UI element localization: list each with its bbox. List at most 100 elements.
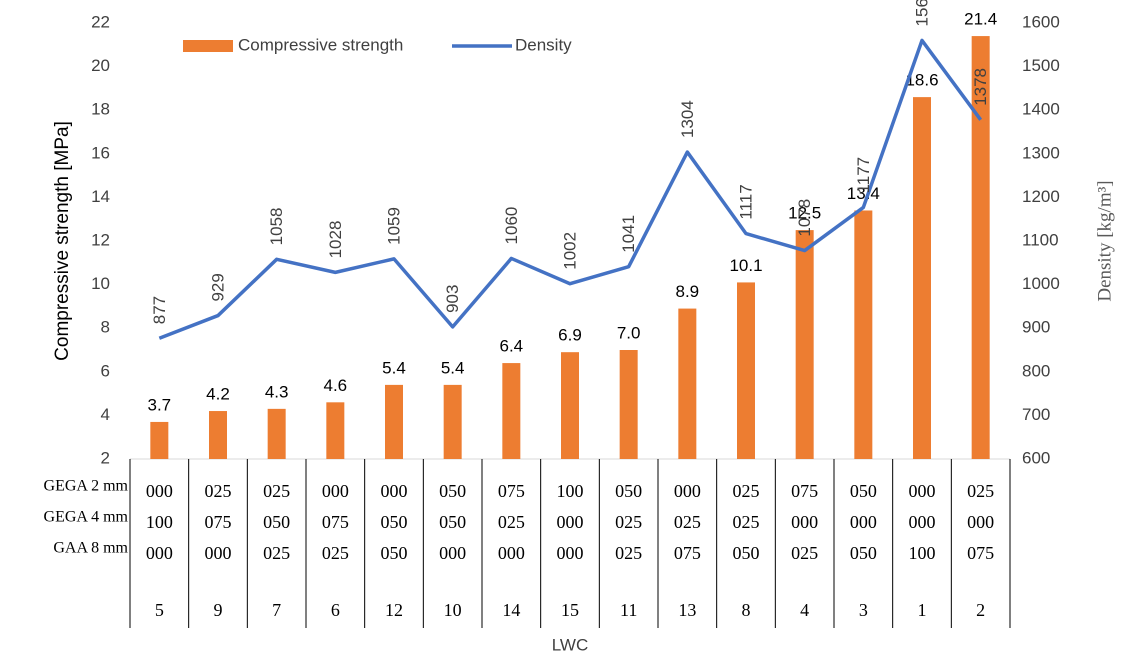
table-cell: 025 bbox=[733, 481, 760, 501]
table-cell: 000 bbox=[674, 481, 701, 501]
bar bbox=[561, 352, 579, 459]
table-cell: 025 bbox=[615, 512, 642, 532]
table-cell: 050 bbox=[439, 512, 466, 532]
y-tick-label: 14 bbox=[91, 187, 110, 206]
bar bbox=[795, 230, 814, 459]
x-tick-label: 15 bbox=[561, 600, 579, 620]
table-cell: 025 bbox=[498, 512, 525, 532]
bar-value-label: 4.2 bbox=[206, 385, 230, 404]
bar bbox=[209, 411, 227, 459]
line-value-label: 1028 bbox=[326, 221, 345, 259]
x-tick-label: 9 bbox=[214, 600, 223, 620]
table-cell: 000 bbox=[322, 481, 349, 501]
y2-tick-label: 700 bbox=[1022, 405, 1050, 424]
bar bbox=[385, 384, 403, 459]
bar-value-label: 3.7 bbox=[148, 395, 172, 414]
table-cell: 075 bbox=[322, 512, 349, 532]
y2-tick-label: 1100 bbox=[1022, 230, 1059, 249]
row-label: GEGA 2 mm bbox=[44, 478, 129, 495]
x-tick-label: 6 bbox=[331, 600, 340, 620]
y-tick-label: 22 bbox=[91, 12, 110, 31]
bar bbox=[854, 210, 873, 459]
line-value-label: 1059 bbox=[384, 207, 403, 245]
bar bbox=[678, 308, 697, 459]
table-cell: 050 bbox=[263, 512, 290, 532]
legend-swatch bbox=[183, 40, 233, 52]
bar-value-label: 18.6 bbox=[905, 71, 938, 90]
line-value-label: 1078 bbox=[795, 199, 814, 237]
bar-value-label: 4.3 bbox=[265, 382, 289, 401]
table-cell: 075 bbox=[498, 481, 525, 501]
line-value-label: 1378 bbox=[971, 68, 990, 106]
table-cell: 075 bbox=[674, 543, 701, 563]
x-tick-label: 11 bbox=[620, 600, 637, 620]
bar-value-label: 7.0 bbox=[617, 323, 641, 342]
table-cell: 050 bbox=[439, 481, 466, 501]
bar bbox=[267, 408, 286, 459]
y-tick-label: 16 bbox=[91, 143, 110, 162]
table-cell: 000 bbox=[909, 512, 936, 532]
legend-label: Compressive strength bbox=[238, 35, 403, 54]
density-line bbox=[158, 38, 983, 340]
bar-value-label: 21.4 bbox=[964, 10, 997, 29]
y-tick-label: 8 bbox=[101, 318, 110, 337]
table-cell: 075 bbox=[967, 543, 994, 563]
line-value-label: 1002 bbox=[560, 232, 579, 270]
bar bbox=[971, 36, 990, 460]
line-value-label: 903 bbox=[443, 285, 462, 313]
bar-value-label: 6.9 bbox=[558, 326, 582, 345]
table-cell: 025 bbox=[967, 481, 994, 501]
bar bbox=[150, 421, 169, 459]
x-tick-label: 2 bbox=[976, 600, 985, 620]
bar bbox=[619, 350, 638, 459]
y-tick-label: 10 bbox=[91, 274, 110, 293]
table-cell: 025 bbox=[322, 543, 349, 563]
bar bbox=[913, 97, 931, 460]
table-cell: 000 bbox=[557, 543, 584, 563]
y-axis-title: Compressive strength [MPa] bbox=[52, 121, 73, 361]
table-cell: 025 bbox=[615, 543, 642, 563]
table-cell: 050 bbox=[615, 481, 642, 501]
bar-value-label: 8.9 bbox=[676, 282, 700, 301]
y2-tick-label: 1300 bbox=[1022, 143, 1060, 162]
x-tick-label: 14 bbox=[502, 600, 520, 620]
line-value-label: 1041 bbox=[619, 215, 638, 253]
y-tick-label: 4 bbox=[101, 405, 110, 424]
x-tick-label: 12 bbox=[385, 600, 403, 620]
bar bbox=[443, 384, 462, 459]
table-cell: 000 bbox=[498, 543, 525, 563]
bar bbox=[502, 363, 521, 459]
table-cell: 000 bbox=[909, 481, 936, 501]
y-tick-label: 2 bbox=[101, 448, 110, 467]
y-tick-label: 20 bbox=[91, 56, 110, 75]
table-cell: 025 bbox=[674, 512, 701, 532]
table-cell: 025 bbox=[791, 543, 818, 563]
table-cell: 050 bbox=[850, 543, 877, 563]
y2-tick-label: 800 bbox=[1022, 361, 1050, 380]
y2-tick-label: 900 bbox=[1022, 318, 1050, 337]
table-cell: 050 bbox=[850, 481, 877, 501]
line-value-label: 1117 bbox=[736, 184, 755, 219]
x-tick-label: 7 bbox=[272, 600, 281, 620]
table-cell: 050 bbox=[381, 543, 408, 563]
table-cell: 025 bbox=[263, 481, 290, 501]
y2-tick-label: 1400 bbox=[1022, 100, 1060, 119]
line-value-label: 1058 bbox=[267, 207, 286, 245]
table-cell: 000 bbox=[791, 512, 818, 532]
bar bbox=[737, 282, 755, 459]
table-cell: 000 bbox=[381, 481, 408, 501]
table-cell: 000 bbox=[205, 543, 232, 563]
y-tick-label: 18 bbox=[91, 100, 110, 119]
y2-tick-label: 1200 bbox=[1022, 187, 1060, 206]
table-cell: 025 bbox=[733, 512, 760, 532]
x-axis-title: LWC bbox=[552, 635, 589, 654]
line-value-label: 1560 bbox=[912, 0, 931, 26]
table-cell: 000 bbox=[850, 512, 877, 532]
line-value-label: 877 bbox=[150, 296, 169, 324]
line-value-label: 929 bbox=[208, 273, 227, 301]
x-tick-label: 4 bbox=[800, 600, 809, 620]
x-tick-label: 3 bbox=[859, 600, 868, 620]
y2-tick-label: 1000 bbox=[1022, 274, 1060, 293]
x-tick-label: 1 bbox=[918, 600, 927, 620]
y2-tick-label: 1500 bbox=[1022, 56, 1060, 75]
